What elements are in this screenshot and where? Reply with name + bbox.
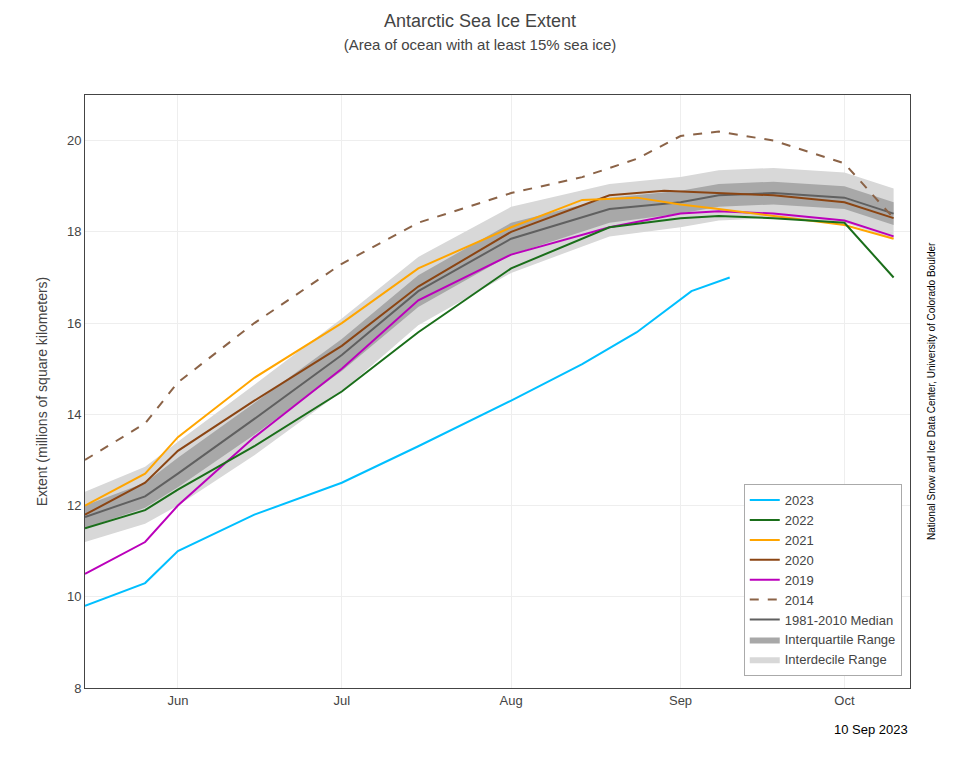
svg-text:12: 12 (67, 498, 81, 513)
svg-text:Oct: Oct (834, 693, 855, 708)
svg-text:2021: 2021 (785, 533, 814, 548)
svg-text:10: 10 (67, 589, 81, 604)
svg-text:2019: 2019 (785, 573, 814, 588)
svg-text:Jul: Jul (333, 693, 350, 708)
svg-text:Interquartile Range: Interquartile Range (785, 632, 896, 647)
svg-text:18: 18 (67, 224, 81, 239)
svg-text:2014: 2014 (785, 593, 814, 608)
svg-text:Aug: Aug (500, 693, 523, 708)
svg-text:2023: 2023 (785, 493, 814, 508)
svg-text:16: 16 (67, 316, 81, 331)
svg-text:2020: 2020 (785, 553, 814, 568)
svg-text:2022: 2022 (785, 513, 814, 528)
svg-text:Extent (millions of square kil: Extent (millions of square kilometers) (34, 277, 50, 507)
svg-text:National Snow and Ice Data Cen: National Snow and Ice Data Center, Unive… (926, 242, 937, 540)
svg-text:Sep: Sep (669, 693, 692, 708)
svg-text:20: 20 (67, 133, 81, 148)
svg-text:14: 14 (67, 407, 81, 422)
svg-text:Antarctic Sea Ice Extent(Area: Antarctic Sea Ice Extent(Area of ocean w… (344, 11, 617, 53)
svg-text:1981-2010 Median: 1981-2010 Median (785, 613, 893, 628)
svg-text:Interdecile Range: Interdecile Range (785, 652, 887, 667)
svg-text:10 Sep 2023: 10 Sep 2023 (834, 722, 908, 737)
svg-text:8: 8 (74, 681, 81, 696)
svg-text:Jun: Jun (167, 693, 188, 708)
